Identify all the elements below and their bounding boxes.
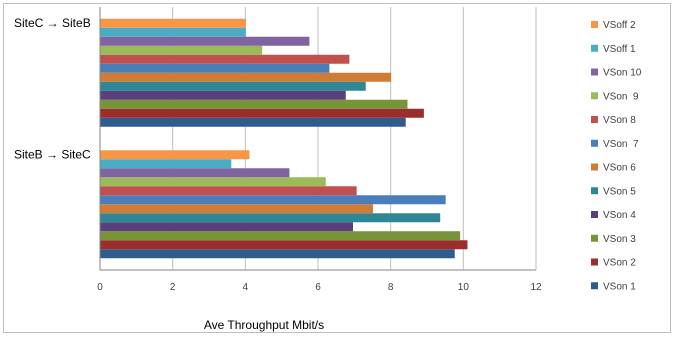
x-tick-label: 6 — [315, 282, 321, 293]
legend-label: VSon 1 — [603, 281, 636, 292]
x-tick-label: 10 — [458, 282, 470, 293]
bar — [100, 45, 263, 55]
legend-swatch — [591, 187, 598, 195]
legend-swatch — [591, 92, 598, 100]
legend-label: VSon 2 — [603, 258, 636, 269]
legend-swatch — [591, 68, 598, 76]
bar — [100, 117, 406, 127]
bar — [100, 81, 366, 91]
x-tick-label: 8 — [388, 282, 394, 293]
legend-label: VSon 7 — [603, 139, 639, 150]
bar — [100, 27, 246, 37]
bar — [100, 90, 346, 100]
x-tick-label: 12 — [530, 282, 542, 293]
bar — [100, 195, 446, 205]
legend-swatch — [591, 282, 598, 290]
bar — [100, 222, 354, 232]
bar — [100, 249, 455, 259]
bar — [100, 54, 350, 64]
legend-label: VSon 4 — [603, 210, 636, 221]
legend-swatch — [591, 258, 598, 266]
bar — [100, 99, 408, 109]
legend-swatch — [591, 21, 598, 28]
bar — [100, 18, 246, 28]
legend-label: VSon 9 — [603, 91, 639, 102]
bar — [100, 36, 310, 46]
legend-label: VSon 10 — [603, 68, 642, 79]
legend-swatch — [591, 163, 598, 171]
bar — [100, 213, 441, 223]
bar — [100, 240, 468, 250]
bar — [100, 72, 392, 82]
legend-swatch — [591, 139, 598, 147]
legend-label: VSon 8 — [603, 115, 636, 126]
legend-label: VSon 5 — [603, 186, 636, 197]
bar — [100, 204, 373, 214]
bar — [100, 231, 461, 241]
x-tick-label: 0 — [97, 282, 103, 293]
bar — [100, 63, 330, 73]
category-label: SiteC → SiteB — [14, 16, 91, 30]
bar — [100, 108, 424, 118]
legend-swatch — [591, 234, 598, 242]
x-axis-label: Ave Throughput Mbit/s — [204, 318, 324, 332]
legend-label: VSoff 1 — [603, 44, 636, 55]
legend-swatch — [591, 211, 598, 218]
chart-frame: 0 2 4 6 8 10 12 Ave Throughput Mbit/s SiteB → Si… — [3, 3, 671, 333]
x-tick-label: 4 — [243, 282, 249, 293]
category-label: SiteB → SiteC — [14, 147, 91, 161]
legend-swatch — [591, 44, 598, 52]
bar — [100, 168, 290, 178]
bar — [100, 159, 232, 169]
bar — [100, 186, 357, 196]
legend-label: VSoff 2 — [603, 20, 636, 31]
legend-swatch — [591, 116, 598, 123]
bar-chart: 0 2 4 6 8 10 12 Ave Throughput Mbit/s SiteB → Si… — [14, 7, 642, 332]
bar — [100, 177, 326, 187]
legend-label: VSon 6 — [603, 163, 636, 174]
x-tick-label: 2 — [170, 282, 176, 293]
legend-label: VSon 3 — [603, 234, 636, 245]
bar — [100, 150, 250, 160]
